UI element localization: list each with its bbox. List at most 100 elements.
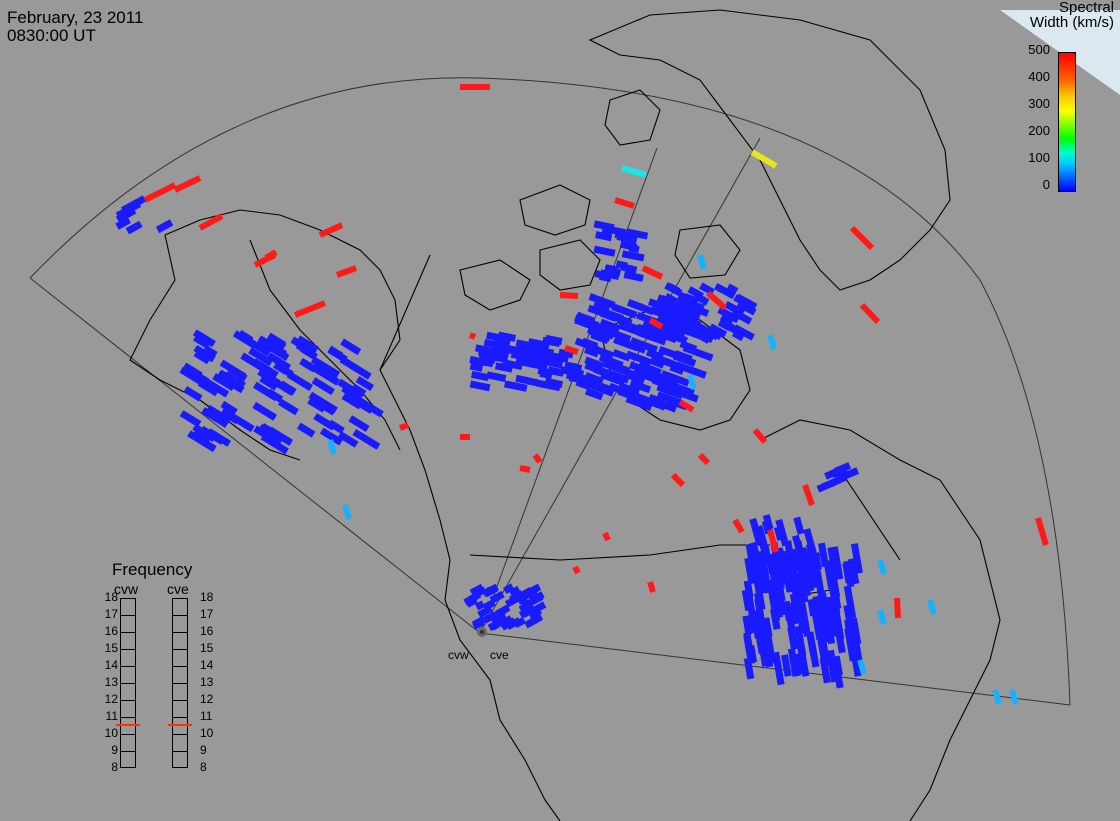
frequency-scale-label: 12 bbox=[104, 692, 118, 706]
radar-echo bbox=[469, 380, 491, 392]
radar-echoes bbox=[115, 84, 1049, 705]
radar-echo bbox=[505, 617, 522, 630]
frequency-radar-label: cve bbox=[167, 581, 189, 597]
radar-echo bbox=[192, 329, 216, 348]
radar-echo bbox=[680, 300, 710, 317]
radar-echo bbox=[313, 413, 336, 431]
radar-echo bbox=[350, 362, 372, 380]
radar-site-label: cvw bbox=[448, 648, 469, 662]
radar-echo bbox=[767, 529, 779, 553]
radar-echo bbox=[528, 348, 550, 360]
radar-echo bbox=[296, 335, 319, 353]
radar-echo bbox=[670, 310, 688, 326]
radar-echo bbox=[803, 528, 817, 554]
frequency-scale-label: 18 bbox=[104, 590, 118, 604]
radar-echo bbox=[605, 369, 630, 384]
radar-echo bbox=[818, 590, 829, 613]
radar-echo bbox=[470, 370, 490, 382]
radar-echo bbox=[300, 345, 318, 361]
radar-echo bbox=[714, 282, 736, 300]
radar-echo bbox=[248, 347, 273, 367]
radar-echo bbox=[342, 504, 352, 520]
frequency-cell bbox=[121, 599, 135, 616]
radar-echo bbox=[541, 347, 555, 357]
radar-echo bbox=[621, 165, 647, 178]
radar-echo bbox=[311, 364, 341, 386]
radar-echo bbox=[603, 266, 622, 277]
radar-echo bbox=[486, 371, 507, 383]
radar-echo bbox=[502, 583, 515, 594]
radar-echo bbox=[679, 322, 700, 338]
radar-echo bbox=[775, 596, 786, 616]
radar-echo bbox=[526, 342, 547, 354]
radar-echo bbox=[253, 425, 277, 444]
radar-echo bbox=[173, 175, 202, 193]
radar-echo bbox=[629, 379, 652, 394]
radar-echo bbox=[626, 371, 646, 385]
radar-echo bbox=[115, 216, 131, 230]
radar-echo bbox=[528, 583, 542, 596]
radar-echo bbox=[212, 373, 236, 392]
radar-echo bbox=[340, 338, 362, 356]
radar-echo bbox=[627, 322, 644, 334]
radar-echo bbox=[799, 609, 809, 627]
frequency-scale-label: 12 bbox=[200, 692, 214, 706]
radar-echo bbox=[510, 350, 534, 363]
radar-echo bbox=[850, 651, 862, 677]
radar-echo bbox=[341, 385, 363, 402]
frequency-scale-label: 17 bbox=[104, 607, 118, 621]
radar-echo bbox=[125, 220, 143, 235]
radar-echo bbox=[795, 634, 807, 659]
radar-echo bbox=[494, 362, 513, 373]
radar-echo bbox=[478, 353, 496, 365]
radar-echo bbox=[776, 554, 788, 572]
radar-echo bbox=[352, 428, 381, 450]
radar-echo bbox=[474, 600, 486, 611]
radar-echo bbox=[602, 531, 611, 542]
radar-echo bbox=[828, 580, 841, 614]
frequency-scale-label: 16 bbox=[104, 624, 118, 638]
radar-echo bbox=[648, 371, 679, 388]
radar-echo bbox=[489, 590, 505, 604]
frequency-cell bbox=[173, 735, 187, 752]
radar-echo bbox=[843, 585, 857, 619]
radar-echo bbox=[736, 300, 757, 316]
radar-echo bbox=[266, 334, 287, 351]
radar-echo bbox=[500, 621, 510, 631]
radar-echo bbox=[594, 270, 609, 280]
radar-echo bbox=[806, 632, 817, 654]
radar-echo bbox=[762, 514, 774, 531]
spectral-width-colorbar bbox=[1058, 52, 1076, 192]
radar-echo bbox=[758, 643, 770, 667]
radar-echo bbox=[767, 334, 777, 350]
radar-echo bbox=[744, 557, 756, 585]
radar-echo bbox=[495, 604, 511, 618]
radar-echo bbox=[637, 362, 660, 377]
radar-echo bbox=[355, 376, 374, 392]
radar-echo bbox=[529, 593, 544, 606]
radar-echo bbox=[497, 331, 517, 342]
radar-echo bbox=[614, 230, 635, 242]
date-label: February, 23 2011 bbox=[7, 8, 144, 27]
radar-echo bbox=[601, 308, 624, 323]
frequency-cell bbox=[121, 718, 135, 735]
radar-echo bbox=[732, 518, 745, 534]
radar-echo bbox=[802, 484, 815, 506]
radar-echo bbox=[836, 636, 846, 654]
radar-echo bbox=[791, 534, 805, 559]
radar-echo bbox=[575, 378, 591, 391]
radar-echo bbox=[527, 338, 550, 350]
radar-echo bbox=[992, 689, 1002, 705]
radar-echo bbox=[660, 370, 690, 387]
radar-echo bbox=[337, 431, 359, 448]
radar-echo bbox=[318, 222, 344, 238]
radar-echo bbox=[659, 311, 681, 327]
frequency-radar-label: cvw bbox=[114, 581, 139, 597]
radar-echo bbox=[762, 617, 773, 638]
radar-echo bbox=[843, 560, 855, 588]
radar-echo bbox=[266, 352, 292, 371]
radar-echo bbox=[620, 263, 633, 273]
radar-echo bbox=[498, 615, 514, 628]
colorbar-title: Spectral Width (km/s) bbox=[1002, 0, 1120, 30]
